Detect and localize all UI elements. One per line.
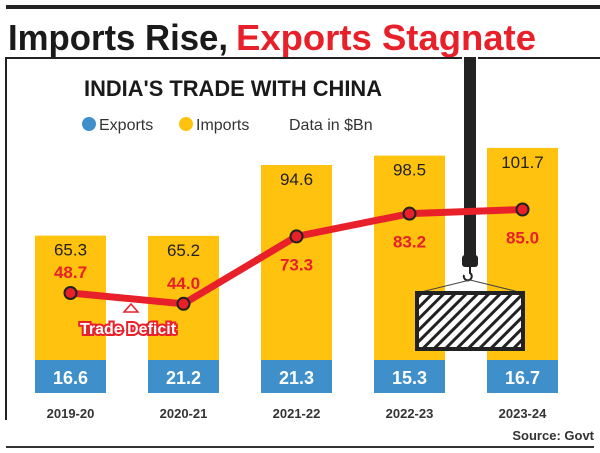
legend-imports-swatch [179, 117, 193, 131]
exports-value-label: 21.3 [279, 368, 314, 388]
legend-imports: Imports [196, 117, 249, 134]
imports-bar [261, 165, 332, 393]
category-label: 2020-21 [160, 406, 208, 421]
deficit-point [63, 285, 78, 300]
deficit-value-label: 44.0 [167, 274, 200, 293]
category-label: 2023-24 [499, 406, 547, 421]
imports-value-label: 98.5 [393, 161, 426, 180]
exports-bar [374, 360, 445, 393]
imports-bar [487, 147, 558, 393]
deficit-value-label: 48.7 [54, 263, 87, 282]
category-label: 2019-20 [47, 406, 95, 421]
exports-value-label: 16.6 [53, 368, 88, 388]
imports-value-label: 101.7 [501, 153, 544, 172]
data-unit-note: Data in $Bn [289, 117, 373, 134]
deficit-series-label: Trade Deficit [80, 321, 177, 338]
chart-title: INDIA'S TRADE WITH CHINA [84, 76, 382, 101]
deficit-point [515, 202, 530, 217]
source: Source: Govt [512, 428, 594, 443]
category-label: 2022-23 [386, 406, 434, 421]
crane-ropes-icon [416, 279, 524, 294]
crane-block-icon [462, 255, 478, 267]
imports-value-label: 94.6 [280, 170, 313, 189]
exports-bar [261, 360, 332, 393]
top-rule [6, 5, 600, 9]
deficit-value-label: 85.0 [506, 229, 539, 248]
deficit-value-label: 73.3 [280, 255, 313, 274]
bottom-rule [6, 446, 594, 448]
imports-bar [374, 155, 445, 393]
deficit-point [402, 206, 417, 221]
legend-exports-swatch [82, 117, 96, 131]
imports-value-label: 65.2 [167, 241, 200, 260]
crane-cable-icon [464, 57, 476, 262]
exports-bar [487, 360, 558, 393]
imports-value-label: 65.3 [54, 241, 87, 260]
legend-exports: Exports [99, 117, 153, 134]
deficit-value-label: 83.2 [393, 233, 426, 252]
exports-value-label: 16.7 [505, 368, 540, 388]
cargo-container-icon [415, 291, 525, 351]
headline-part1: Imports Rise, [8, 17, 228, 58]
exports-bar [148, 360, 219, 393]
exports-bar [35, 360, 106, 393]
pointer-icon [122, 302, 140, 313]
deficit-point [289, 229, 304, 244]
headline-part2: Exports Stagnate [236, 17, 536, 58]
deficit-point [176, 296, 191, 311]
category-label: 2021-22 [273, 406, 321, 421]
frame [5, 57, 462, 420]
crane-hook-icon [462, 267, 473, 282]
exports-value-label: 21.2 [166, 368, 201, 388]
exports-value-label: 15.3 [392, 368, 427, 388]
